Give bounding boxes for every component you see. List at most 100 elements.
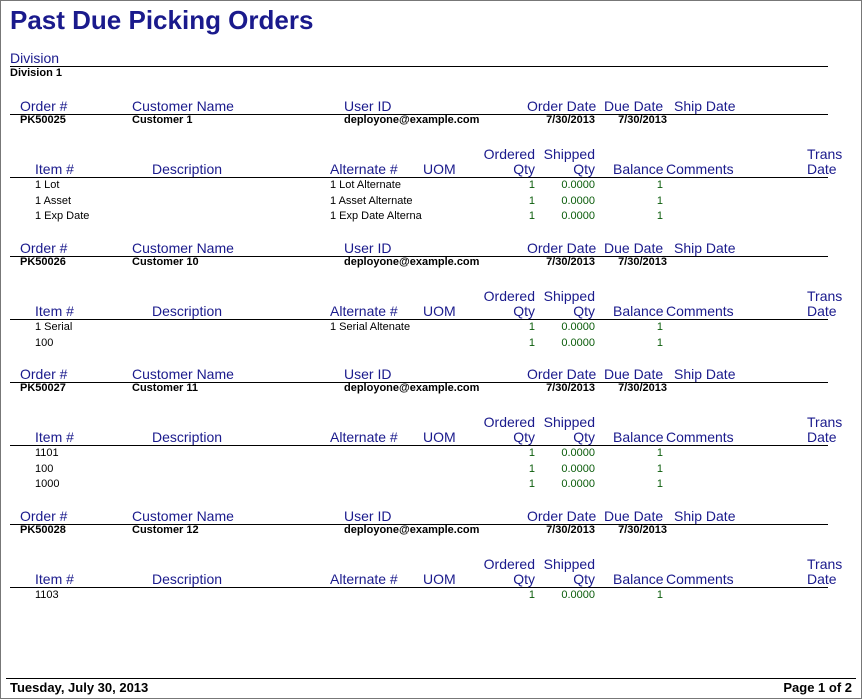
due-date: 7/30/2013 <box>618 524 667 536</box>
user-id: deployone@example.com <box>344 114 480 126</box>
uom-header: UOM <box>423 303 456 319</box>
order-header-rule <box>10 382 828 383</box>
trans-date-header: Date <box>807 429 837 445</box>
item-header-rule <box>10 319 828 320</box>
item-shipped-qty: 0.0000 <box>561 210 595 222</box>
item-number: 1101 <box>35 447 59 459</box>
shipped-header: Shipped <box>543 288 595 304</box>
comments-header: Comments <box>666 303 734 319</box>
user-id: deployone@example.com <box>344 256 480 268</box>
item-balance: 1 <box>656 336 663 349</box>
uom-header: UOM <box>423 429 456 445</box>
trans-header: Trans <box>807 414 843 430</box>
item-number: 1 Exp Date <box>35 210 90 222</box>
item-alternate: 1 Asset Alternate <box>330 194 413 207</box>
due-date-header: Due Date <box>604 240 664 256</box>
item-ordered-qty: 1 <box>528 179 535 191</box>
item-number: 100 <box>35 336 54 349</box>
user-id-header: User ID <box>344 508 392 524</box>
trans-date-header: Date <box>807 571 837 587</box>
user-id: deployone@example.com <box>344 524 480 536</box>
item-shipped-qty: 0.0000 <box>561 447 595 459</box>
comments-header: Comments <box>666 571 734 587</box>
item-balance: 1 <box>656 589 663 601</box>
customer-name: Customer 10 <box>132 256 199 268</box>
shipped-qty-header: Qty <box>573 303 595 319</box>
ship-date-header: Ship Date <box>674 240 736 256</box>
order-number: PK50026 <box>20 256 66 268</box>
item-balance: 1 <box>656 447 663 459</box>
ordered-header: Ordered <box>483 556 535 572</box>
user-id: deployone@example.com <box>344 382 480 394</box>
ordered-qty-header: Qty <box>513 429 535 445</box>
alternate-no-header: Alternate # <box>330 429 398 445</box>
due-date-header: Due Date <box>604 366 664 382</box>
due-date-header: Due Date <box>604 98 664 114</box>
trans-header: Trans <box>807 146 843 162</box>
alternate-no-header: Alternate # <box>330 303 398 319</box>
shipped-header: Shipped <box>543 556 595 572</box>
order-no-header: Order # <box>20 240 68 256</box>
order-date: 7/30/2013 <box>546 256 595 268</box>
item-number: 1103 <box>35 589 59 601</box>
order-header-rule <box>10 256 828 257</box>
item-number: 1 Asset <box>35 194 72 207</box>
division-value: Division 1 <box>10 67 62 79</box>
ship-date-header: Ship Date <box>674 508 736 524</box>
item-ordered-qty: 1 <box>528 447 535 459</box>
item-no-header: Item # <box>35 303 74 319</box>
comments-header: Comments <box>666 429 734 445</box>
item-balance: 1 <box>656 194 663 207</box>
item-header-rule <box>10 177 828 178</box>
shipped-header: Shipped <box>543 146 595 162</box>
item-shipped-qty: 0.0000 <box>561 179 595 191</box>
order-date-header: Order Date <box>527 240 597 256</box>
trans-header: Trans <box>807 288 843 304</box>
division-rule <box>10 66 828 67</box>
order-number: PK50025 <box>20 114 66 126</box>
order-number: PK50028 <box>20 524 66 536</box>
item-ordered-qty: 1 <box>528 194 535 207</box>
customer-name-header: Customer Name <box>132 508 234 524</box>
footer-page-number: Page 1 of 2 <box>783 680 852 695</box>
shipped-header: Shipped <box>543 414 595 430</box>
user-id-header: User ID <box>344 98 392 114</box>
item-ordered-qty: 1 <box>528 478 535 490</box>
item-number: 1 Lot <box>35 179 60 191</box>
item-shipped-qty: 0.0000 <box>561 589 595 601</box>
item-ordered-qty: 1 <box>528 336 535 349</box>
item-alternate: 1 Exp Date Alterna <box>330 210 422 222</box>
item-header-rule <box>10 445 828 446</box>
item-balance: 1 <box>656 210 663 222</box>
ship-date-header: Ship Date <box>674 98 736 114</box>
due-date-header: Due Date <box>604 508 664 524</box>
description-header: Description <box>152 571 223 587</box>
order-no-header: Order # <box>20 508 68 524</box>
item-ordered-qty: 1 <box>528 589 535 601</box>
item-alternate: 1 Lot Alternate <box>330 179 401 191</box>
description-header: Description <box>152 429 223 445</box>
description-header: Description <box>152 303 223 319</box>
item-ordered-qty: 1 <box>528 462 535 475</box>
item-no-header: Item # <box>35 429 74 445</box>
item-shipped-qty: 0.0000 <box>561 462 595 475</box>
order-date: 7/30/2013 <box>546 382 595 394</box>
user-id-header: User ID <box>344 366 392 382</box>
order-date-header: Order Date <box>527 366 597 382</box>
customer-name: Customer 1 <box>132 114 193 126</box>
comments-header: Comments <box>666 161 734 177</box>
ordered-header: Ordered <box>483 288 535 304</box>
item-shipped-qty: 0.0000 <box>561 321 595 333</box>
shipped-qty-header: Qty <box>573 429 595 445</box>
item-no-header: Item # <box>35 571 74 587</box>
item-header-rule <box>10 587 828 588</box>
customer-name: Customer 12 <box>132 524 199 536</box>
ordered-header: Ordered <box>483 414 535 430</box>
order-date-header: Order Date <box>527 98 597 114</box>
item-shipped-qty: 0.0000 <box>561 336 595 349</box>
shipped-qty-header: Qty <box>573 571 595 587</box>
user-id-header: User ID <box>344 240 392 256</box>
customer-name-header: Customer Name <box>132 98 234 114</box>
item-ordered-qty: 1 <box>528 210 535 222</box>
